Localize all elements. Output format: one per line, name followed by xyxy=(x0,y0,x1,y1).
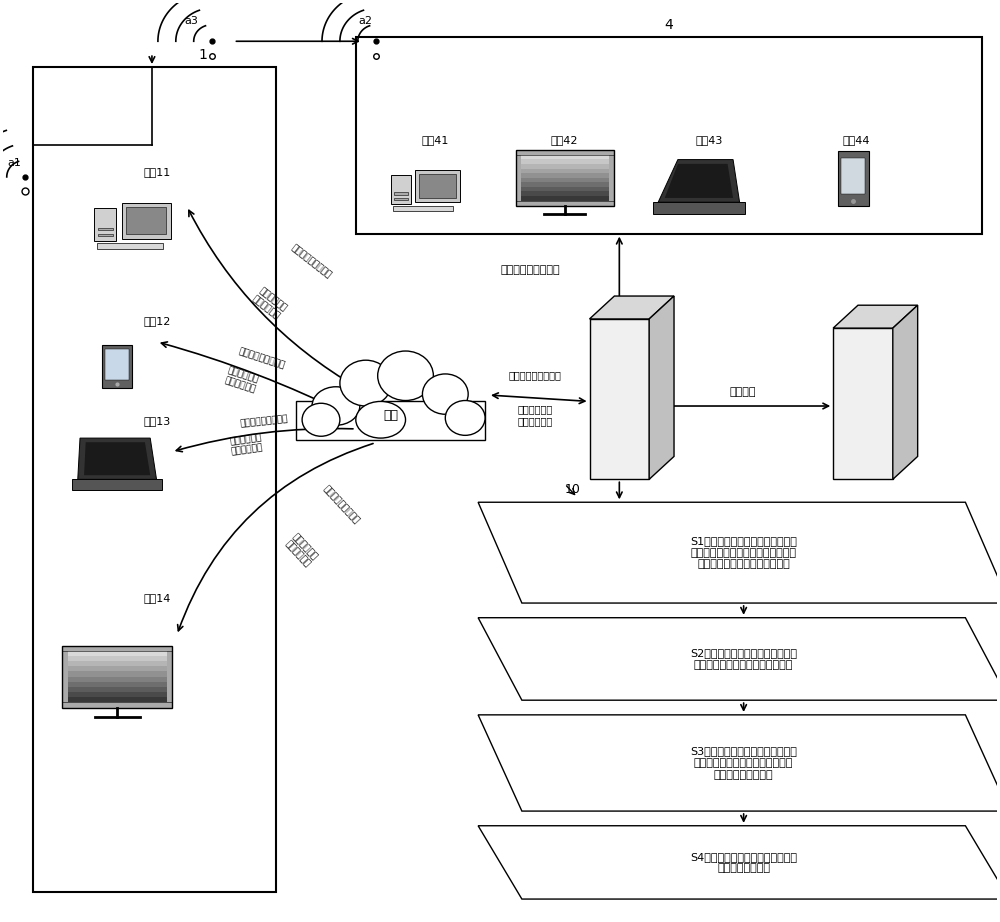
Text: a3: a3 xyxy=(185,16,199,26)
Polygon shape xyxy=(521,196,609,201)
Polygon shape xyxy=(122,203,171,239)
Text: S4、根据传输方式对待传输的目标
文件进行传输控制: S4、根据传输方式对待传输的目标 文件进行传输控制 xyxy=(690,852,797,873)
Text: 终端13: 终端13 xyxy=(143,416,171,426)
Polygon shape xyxy=(590,319,649,479)
Text: 终端43: 终端43 xyxy=(695,135,723,145)
Text: 第一请求：特征参数: 第一请求：特征参数 xyxy=(240,415,289,429)
Polygon shape xyxy=(665,164,733,198)
Polygon shape xyxy=(68,651,167,656)
Text: 终端42: 终端42 xyxy=(551,135,578,145)
Polygon shape xyxy=(649,296,674,479)
Polygon shape xyxy=(391,174,411,205)
Text: 终端11: 终端11 xyxy=(143,167,171,177)
Ellipse shape xyxy=(340,361,392,406)
FancyBboxPatch shape xyxy=(296,401,485,440)
Text: 文件存储: 文件存储 xyxy=(729,387,756,396)
Polygon shape xyxy=(105,349,129,380)
Polygon shape xyxy=(68,677,167,681)
Text: a2: a2 xyxy=(359,16,373,26)
Text: 网络: 网络 xyxy=(383,408,398,421)
Text: 终端41: 终端41 xyxy=(422,135,449,145)
Ellipse shape xyxy=(422,374,468,414)
Polygon shape xyxy=(521,169,609,173)
Text: 4: 4 xyxy=(665,18,673,32)
Text: 终端14: 终端14 xyxy=(143,593,171,603)
Polygon shape xyxy=(72,479,162,491)
Text: 第一请求：特征参数: 第一请求：特征参数 xyxy=(289,242,333,279)
Polygon shape xyxy=(68,687,167,692)
Text: 文件属性或文件传输: 文件属性或文件传输 xyxy=(500,266,560,276)
Polygon shape xyxy=(521,183,609,187)
Text: S2、根据第一信息、第二信息和第
三信息得到多模式传输的处理策略: S2、根据第一信息、第二信息和第 三信息得到多模式传输的处理策略 xyxy=(690,648,797,669)
Polygon shape xyxy=(68,661,167,667)
Text: 10: 10 xyxy=(565,483,581,496)
Polygon shape xyxy=(521,178,609,183)
Ellipse shape xyxy=(312,386,360,425)
Polygon shape xyxy=(68,656,167,661)
Text: 多模式传输中
一种传输方式: 多模式传输中 一种传输方式 xyxy=(283,532,319,569)
Text: S1、对发送端、接收端、与发送端
和接收端相关的传输进行监控，得到
第一信息、第二信息和第三信息: S1、对发送端、接收端、与发送端 和接收端相关的传输进行监控，得到 第一信息、第… xyxy=(690,536,797,569)
Text: 第一请求：特征参数: 第一请求：特征参数 xyxy=(237,347,286,370)
Polygon shape xyxy=(838,151,869,207)
Text: 多模式传输中
一种传输方式: 多模式传输中 一种传输方式 xyxy=(251,286,288,321)
Text: S3、提取特征信息，将特征信息与
处理策略中多模式的传输方式进行
匹配，选择传输方式: S3、提取特征信息，将特征信息与 处理策略中多模式的传输方式进行 匹配，选择传输… xyxy=(690,747,797,780)
Polygon shape xyxy=(126,207,166,233)
Text: 多模式传输中
一种传输方式: 多模式传输中 一种传输方式 xyxy=(229,432,264,456)
Polygon shape xyxy=(833,328,893,479)
Polygon shape xyxy=(841,159,865,195)
Polygon shape xyxy=(521,187,609,192)
Text: 服务器31: 服务器31 xyxy=(865,306,901,319)
Polygon shape xyxy=(98,233,113,236)
Polygon shape xyxy=(394,192,408,195)
Polygon shape xyxy=(415,170,460,202)
Polygon shape xyxy=(419,173,456,197)
Polygon shape xyxy=(478,618,1000,700)
Polygon shape xyxy=(68,671,167,677)
Ellipse shape xyxy=(302,403,340,436)
Text: 第一请求：特征参数: 第一请求：特征参数 xyxy=(321,484,361,526)
Polygon shape xyxy=(521,160,609,164)
Polygon shape xyxy=(478,826,1000,899)
Polygon shape xyxy=(394,197,408,200)
Text: 终端44: 终端44 xyxy=(842,135,870,145)
Text: a1: a1 xyxy=(8,159,22,168)
Ellipse shape xyxy=(445,400,485,435)
Ellipse shape xyxy=(378,351,433,400)
Polygon shape xyxy=(590,296,674,319)
Text: 终端12: 终端12 xyxy=(143,316,171,326)
Polygon shape xyxy=(97,242,163,249)
Polygon shape xyxy=(521,173,609,178)
Polygon shape xyxy=(393,206,453,211)
Polygon shape xyxy=(833,305,918,328)
Text: 多模式传输中
一种传输方式: 多模式传输中 一种传输方式 xyxy=(223,366,260,395)
Text: 服务器21: 服务器21 xyxy=(621,297,657,310)
Text: 第一请求：特征参数: 第一请求：特征参数 xyxy=(508,371,561,381)
Polygon shape xyxy=(516,150,614,207)
Polygon shape xyxy=(68,681,167,687)
Polygon shape xyxy=(98,228,113,230)
Text: 多模式传输中
一种传输方式: 多模式传输中 一种传输方式 xyxy=(517,404,552,426)
Polygon shape xyxy=(94,208,116,241)
Polygon shape xyxy=(521,155,609,160)
Polygon shape xyxy=(102,345,132,387)
Text: 1: 1 xyxy=(199,48,208,63)
Polygon shape xyxy=(893,305,918,479)
Polygon shape xyxy=(84,443,150,475)
Polygon shape xyxy=(521,192,609,196)
Polygon shape xyxy=(658,160,740,202)
Polygon shape xyxy=(478,502,1000,603)
Polygon shape xyxy=(68,667,167,671)
Ellipse shape xyxy=(356,401,406,438)
Polygon shape xyxy=(68,697,167,703)
Polygon shape xyxy=(62,646,172,708)
Polygon shape xyxy=(78,438,157,479)
Polygon shape xyxy=(478,715,1000,811)
Polygon shape xyxy=(68,692,167,697)
Polygon shape xyxy=(521,164,609,169)
Polygon shape xyxy=(653,202,745,214)
